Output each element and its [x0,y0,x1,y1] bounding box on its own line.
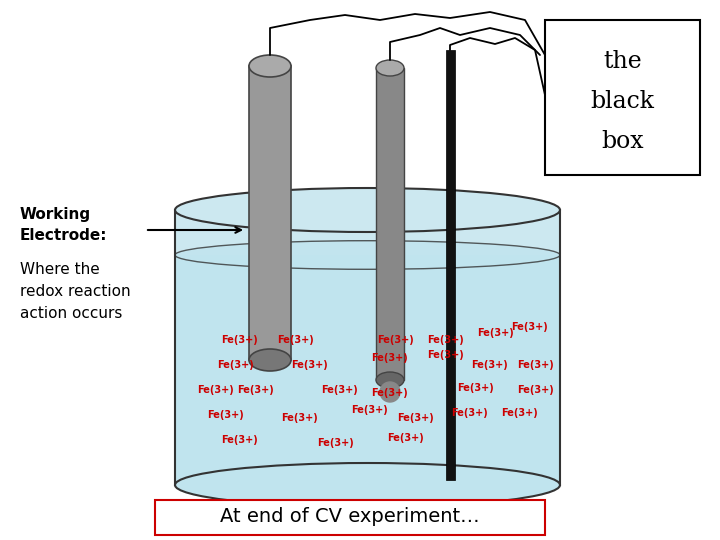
Text: At end of CV experiment…: At end of CV experiment… [220,508,480,526]
Text: Fe(3+): Fe(3+) [517,360,554,370]
Text: Fe(3+): Fe(3+) [377,335,413,345]
Text: Fe(3+): Fe(3+) [222,335,258,345]
Ellipse shape [376,60,404,76]
Text: Fe(3+): Fe(3+) [207,410,243,420]
Text: Fe(3+): Fe(3+) [456,383,493,393]
Text: Fe(3+): Fe(3+) [427,335,464,345]
Text: Fe(3+): Fe(3+) [217,360,253,370]
Circle shape [380,382,400,402]
Text: black: black [590,91,654,113]
Text: Fe(3+): Fe(3+) [276,335,313,345]
Text: Working: Working [20,207,91,222]
Text: Electrode:: Electrode: [20,227,107,242]
Bar [249,66,291,360]
Text: Fe(3+): Fe(3+) [472,360,508,370]
Ellipse shape [249,349,291,371]
Bar [155,500,545,535]
Bar [376,68,404,380]
Text: Fe(3+): Fe(3+) [317,438,354,448]
Text: Fe(3+): Fe(3+) [517,385,554,395]
Text: Fe(3+): Fe(3+) [477,328,513,338]
Text: Fe(3+): Fe(3+) [427,350,464,360]
Ellipse shape [249,55,291,77]
Ellipse shape [175,463,560,507]
Text: redox reaction: redox reaction [20,285,130,300]
Text: Fe(3+): Fe(3+) [502,408,539,418]
Bar [175,255,560,485]
Bar [446,50,455,480]
Ellipse shape [175,188,560,232]
Text: Fe(3+): Fe(3+) [372,388,408,398]
Text: Fe(3+): Fe(3+) [451,408,488,418]
Bar [545,20,700,175]
Text: Fe(3+): Fe(3+) [237,385,274,395]
Text: Fe(3+): Fe(3+) [351,405,388,415]
Bar [175,210,560,485]
Text: Fe(3+): Fe(3+) [222,435,258,445]
Ellipse shape [175,241,560,269]
Text: Fe(3+): Fe(3+) [397,413,433,423]
Text: Fe(3+): Fe(3+) [322,385,359,395]
Ellipse shape [376,372,404,388]
Text: box: box [601,131,644,153]
Text: Fe(3+): Fe(3+) [372,353,408,363]
Text: Fe(3+): Fe(3+) [292,360,328,370]
Text: Fe(3+): Fe(3+) [197,385,233,395]
Text: Where the: Where the [20,262,100,278]
Text: Fe(3+): Fe(3+) [512,322,549,332]
Text: Fe(3+): Fe(3+) [387,433,423,443]
Text: action occurs: action occurs [20,307,122,321]
Text: Fe(3+): Fe(3+) [282,413,318,423]
Text: the: the [603,51,642,73]
